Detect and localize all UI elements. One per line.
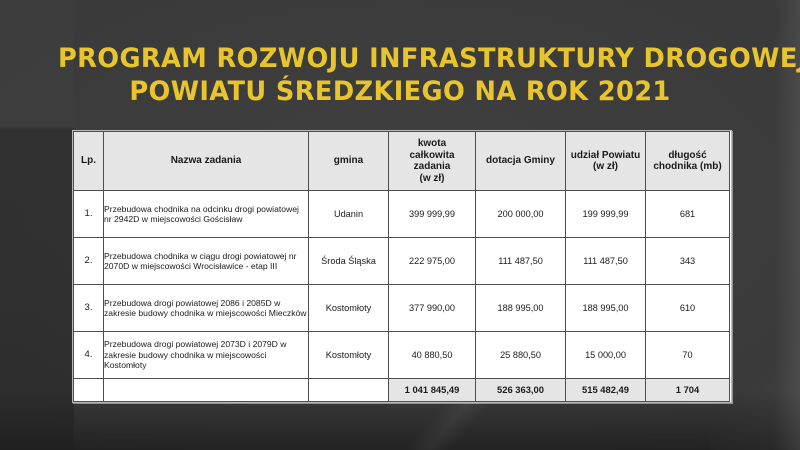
table-row: 3. Przebudowa drogi powiatowej 2086 i 20… [73,284,730,332]
header-dotacja-line-1: dotacja Gminy [486,155,555,167]
cell-udzial: 15 000,00 [565,331,646,379]
cell-gmina: Kostomłoty [308,284,389,332]
title-line-1: PROGRAM ROZWOJU INFRASTRUKTURY DROGOWEJ [58,43,800,74]
header-kwota-line-3: zadania [413,161,451,172]
totals-cell-dlugosc: 1 704 [645,378,730,402]
totals-cell-dotacja: 526 363,00 [475,378,566,402]
header-row: Lp. Nazwa zadania gmina kwota całkowita … [73,131,730,191]
cell-name: Przebudowa chodnika w ciągu drogi powiat… [103,237,309,285]
table-row: 1. Przebudowa chodnika na odcinku drogi … [73,190,730,238]
header-kwota-line-4: (w zł) [419,172,445,184]
title-line-2: POWIATU ŚREDZKIEGO NA ROK 2021 [129,76,671,107]
cell-kwota: 377 990,00 [388,284,476,332]
cell-dlugosc: 70 [645,331,730,379]
cell-dotacja: 111 487,50 [475,237,566,285]
header-kwota-line-1: kwota [417,138,447,149]
header-kwota-line-2: całkowita [409,149,455,161]
totals-cell-name [103,378,309,402]
header-dlugosc-line-1: długość [668,149,707,161]
table-row: 4. Przebudowa drogi powiatowej 2073D i 2… [73,331,730,379]
cell-kwota: 222 975,00 [388,237,476,285]
column-header-nazwa-zadania: Nazwa zadania [103,131,309,191]
cell-dotacja: 188 995,00 [475,284,566,332]
column-header-dlugosc-chodnika: długość chodnika (mb) [645,131,730,191]
cell-kwota: 399 999,99 [388,190,476,238]
header-gmina-line-1: gmina [333,155,364,167]
cell-udzial: 199 999,99 [565,190,646,238]
column-header-dotacja-gminy: dotacja Gminy [475,131,566,191]
cell-lp: 2. [73,237,104,285]
cell-gmina: Środa Śląska [308,237,389,285]
cell-dlugosc: 343 [645,237,730,285]
header-udzial-line-1: udział Powiatu [570,149,641,161]
table-container: Lp. Nazwa zadania gmina kwota całkowita … [72,130,732,403]
column-header-lp: Lp. [73,131,104,191]
header-udzial-line-2: (w zł) [593,161,618,172]
cell-lp: 3. [73,284,104,332]
cell-dlugosc: 681 [645,190,730,238]
totals-cell-udzial: 515 482,49 [565,378,646,402]
cell-name: Przebudowa chodnika na odcinku drogi pow… [103,190,309,238]
cell-udzial: 111 487,50 [565,237,646,285]
table-row: 2. Przebudowa chodnika w ciągu drogi pow… [73,237,730,285]
table-header: Lp. Nazwa zadania gmina kwota całkowita … [73,131,730,191]
totals-cell-lp [73,378,104,402]
column-header-udzial-powiatu: udział Powiatu (w zł) [565,131,646,191]
totals-row: 1 041 845,49 526 363,00 515 482,49 1 704 [73,378,730,402]
cell-name: Przebudowa drogi powiatowej 2073D i 2079… [103,331,309,379]
header-dlugosc-line-2: chodnika (mb) [653,161,722,172]
cell-gmina: Kostomłoty [308,331,389,379]
cell-kwota: 40 880,50 [388,331,476,379]
totals-cell-kwota: 1 041 845,49 [388,378,476,402]
slide-title: PROGRAM ROZWOJU INFRASTRUKTURY DROGOWEJ … [40,42,800,108]
cell-lp: 4. [73,331,104,379]
totals-cell-gmina [308,378,389,402]
column-header-gmina: gmina [308,131,389,191]
header-name-line-1: Nazwa zadania [170,155,242,167]
cell-dlugosc: 610 [645,284,730,332]
column-header-kwota-calkowita: kwota całkowita zadania (w zł) [388,131,476,191]
cell-name: Przebudowa drogi powiatowej 2086 i 2085D… [103,284,309,332]
header-lp-line-1: Lp. [81,155,96,167]
cell-lp: 1. [73,190,104,238]
cell-udzial: 188 995,00 [565,284,646,332]
table-body: 1. Przebudowa chodnika na odcinku drogi … [73,190,730,402]
cell-gmina: Udanin [308,190,389,238]
cell-dotacja: 200 000,00 [475,190,566,238]
cell-dotacja: 25 880,50 [475,331,566,379]
projects-table: Lp. Nazwa zadania gmina kwota całkowita … [73,131,730,402]
